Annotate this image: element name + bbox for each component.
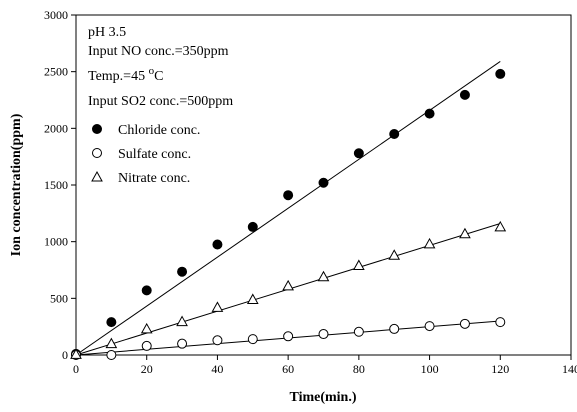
data-point-open-triangle (459, 227, 471, 239)
y-axis-title: Ion concentration(ppm) (9, 113, 24, 256)
data-point-filled-circle (141, 285, 152, 296)
x-tick-label: 0 (73, 362, 79, 376)
legend: Chloride conc. Sulfate conc. Nitrate con… (91, 123, 200, 186)
data-point-open-triangle (70, 348, 82, 359)
y-tick-label: 3000 (44, 8, 68, 22)
data-point-open-circle (389, 323, 400, 334)
data-point-open-triangle (494, 220, 507, 232)
data-point-open-circle (495, 317, 506, 328)
y-tick-label: 1500 (44, 178, 68, 192)
annotation-temp-prefix: Temp.=45 (88, 69, 149, 84)
legend-label-sulfate: Sulfate conc. (118, 147, 191, 162)
legend-marker-nitrate (91, 170, 103, 182)
x-tick-label: 100 (421, 362, 439, 376)
data-point-open-triangle (246, 293, 259, 304)
x-tick-label: 80 (353, 362, 365, 376)
data-point-filled-circle (177, 266, 188, 277)
y-tick-label: 2500 (44, 65, 68, 79)
data-point-open-circle (141, 340, 152, 351)
data-point-open-circle (283, 331, 294, 342)
data-point-open-triangle (282, 279, 294, 291)
data-point-filled-circle (247, 221, 258, 232)
x-tick-label: 20 (141, 362, 153, 376)
annotation-temp-sup: o (149, 65, 155, 77)
data-point-open-triangle (388, 249, 401, 260)
x-tick-label: 40 (211, 362, 223, 376)
data-point-open-circle (247, 334, 258, 345)
x-tick-label: 60 (282, 362, 294, 376)
y-tick-label: 0 (62, 348, 68, 362)
data-point-open-triangle (353, 259, 365, 270)
data-point-filled-circle (389, 129, 400, 139)
legend-marker-chloride (92, 124, 102, 134)
ticks: 0 20 40 60 80 100 120 140 0 500 1000 1500 2000 2500 30… (44, 8, 577, 376)
data-point-open-triangle (105, 337, 118, 349)
annotation-no-conc: Input NO conc.=350ppm (88, 44, 229, 59)
data-point-open-triangle (423, 237, 436, 249)
data-point-filled-circle (353, 148, 364, 159)
data-point-open-circle (212, 335, 223, 346)
legend-label-chloride: Chloride conc. (118, 123, 200, 138)
legend-marker-sulfate (92, 148, 102, 158)
data-point-open-circle (459, 318, 470, 329)
x-tick-label: 140 (562, 362, 577, 376)
data-point-filled-circle (283, 190, 294, 201)
data-point-open-circle (106, 350, 117, 360)
annotation-temp: Temp.=45 oC (88, 65, 163, 84)
annotations: pH 3.5 Input NO conc.=350ppm Temp.=45 oC… (88, 25, 233, 109)
annotation-temp-suffix: C (154, 69, 163, 84)
data-point-filled-circle (459, 89, 470, 100)
x-tick-label: 120 (491, 362, 509, 376)
data-point-filled-circle (424, 108, 435, 119)
annotation-ph: pH 3.5 (88, 25, 126, 40)
data-point-open-triangle (140, 322, 153, 334)
data-point-open-circle (353, 326, 364, 337)
y-tick-label: 1000 (44, 235, 68, 249)
data-point-filled-circle (495, 68, 506, 79)
data-point-open-triangle (211, 301, 224, 312)
y-tick-label: 500 (50, 291, 68, 305)
data-points (70, 68, 507, 360)
data-point-open-circle (318, 329, 329, 340)
data-point-filled-circle (106, 317, 117, 328)
annotation-so2-conc: Input SO2 conc.=500ppm (88, 94, 233, 109)
x-axis-title: Time(min.) (289, 390, 356, 405)
data-point-open-triangle (317, 270, 330, 282)
y-tick-label: 2000 (44, 121, 68, 135)
legend-label-nitrate: Nitrate conc. (118, 171, 190, 186)
data-point-open-triangle (176, 315, 188, 327)
data-point-filled-circle (318, 177, 329, 188)
data-point-open-circle (424, 321, 435, 332)
data-point-open-circle (177, 338, 188, 349)
data-point-filled-circle (212, 239, 223, 250)
